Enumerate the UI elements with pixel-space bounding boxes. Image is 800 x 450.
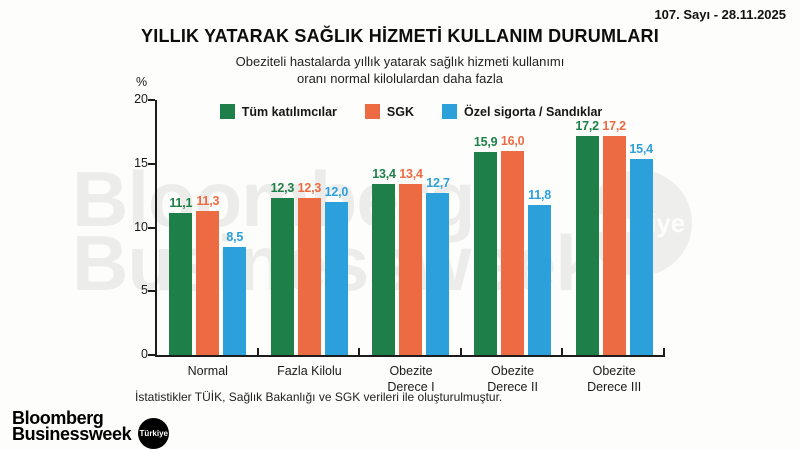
- legend-swatch-icon: [364, 104, 380, 119]
- issue-date: 107. Sayı - 28.11.2025: [654, 7, 786, 22]
- bar: 11,3: [196, 194, 219, 355]
- bar: 12,0: [325, 185, 348, 355]
- bar-group: 12,3 12,3 12,0 Fazla Kilolu: [259, 100, 361, 378]
- logo-wordmark: Bloomberg Businessweek: [12, 408, 132, 444]
- bar: 15,9: [474, 135, 498, 355]
- bar-value-label: 17,2: [602, 118, 626, 133]
- legend-swatch-icon: [442, 104, 458, 119]
- bar-value-label: 15,4: [629, 141, 653, 156]
- source-note: İstatistikler TÜİK, Sağlık Bakanlığı ve …: [135, 390, 503, 404]
- legend-swatch-icon: [219, 104, 235, 119]
- x-axis-category-label: Obezite Derece I: [387, 364, 435, 395]
- bar: 8,5: [223, 230, 247, 355]
- bar-value-label: 13,4: [399, 167, 423, 182]
- x-axis-category-label: Fazla Kilolu: [277, 364, 342, 378]
- chart-legend: Tüm katılımcılar SGK Özel sigorta / Sandık…: [157, 104, 665, 119]
- bar-chart-plot-area: Tüm katılımcılar SGK Özel sigorta / Sandık…: [134, 92, 665, 395]
- bar-value-label: 16,0: [500, 134, 525, 148]
- x-axis-tick-mark: [561, 348, 564, 355]
- x-axis-category-label: Obezite Derece II: [487, 364, 538, 395]
- bar: 16,0: [501, 134, 525, 355]
- y-axis-tick-mark: [148, 162, 155, 165]
- bar: 13,4: [372, 167, 396, 355]
- bar-value-label: 11,1: [169, 196, 193, 211]
- logo-turkiye-label: Türkiye: [139, 429, 169, 438]
- x-axis-tick-mark: [256, 348, 259, 355]
- bar-value-label: 15,9: [473, 135, 498, 150]
- chart-subtitle: Obeziteli hastalarda yıllık yatarak sağl…: [0, 53, 800, 87]
- y-axis-tick-label: 20: [134, 92, 148, 106]
- y-axis-tick-label: 0: [141, 347, 148, 361]
- y-axis-tick-label: 10: [134, 219, 148, 234]
- chart-subtitle-line2: oranı normal kilolulardan daha fazla: [297, 71, 503, 87]
- bar-value-label: 17,2: [575, 118, 599, 133]
- x-axis-tick-mark: [663, 348, 665, 355]
- bar: 12,7: [426, 176, 450, 355]
- chart-subtitle-line1: Obeziteli hastalarda yıllık yatarak sağl…: [235, 54, 565, 69]
- bar-group: 13,4 13,4 12,7 Obezite Derece I: [360, 100, 462, 394]
- bar-value-label: 12,3: [270, 181, 295, 196]
- y-axis-tick-mark: [148, 354, 155, 356]
- bar: 11,8: [528, 188, 551, 355]
- y-axis-tick-label: 15: [134, 155, 148, 170]
- bar: 13,4: [399, 167, 423, 355]
- bar-value-label: 11,3: [196, 193, 220, 208]
- y-axis-tick-label: 5: [141, 283, 148, 298]
- page-title: YILLIK YATARAK SAĞLIK HİZMETİ KULLANIM D…: [141, 26, 659, 46]
- x-axis-tick-mark: [459, 348, 462, 355]
- bar-value-label: 11,8: [528, 187, 551, 202]
- y-axis-tick-mark: [148, 99, 155, 101]
- bar-group: 11,1 11,3 8,5 Normal: [157, 100, 259, 378]
- bar-value-label: 8,5: [226, 229, 244, 244]
- bar: 15,4: [629, 142, 653, 355]
- logo-turkiye-badge: Türkiye: [138, 418, 170, 449]
- x-axis-category-label: Normal: [187, 364, 228, 378]
- bar-value-label: 12,0: [324, 185, 349, 199]
- x-axis-category-label: Obezite Derece III: [587, 364, 642, 395]
- y-axis-unit-label: %: [136, 75, 148, 89]
- logo-line2: Businessweek: [12, 423, 132, 444]
- bar: 11,1: [169, 196, 192, 355]
- bar: 12,3: [271, 181, 294, 355]
- legend-label: SGK: [386, 104, 415, 119]
- bar-groups: 11,1 11,3 8,5 Normal 12,3 12,3 12,0 Fazla Kilol…: [157, 100, 665, 395]
- bar-value-label: 12,7: [426, 176, 450, 191]
- legend-label: Özel sigorta / Sandıklar: [464, 104, 603, 119]
- logo-line1: Bloomberg: [12, 408, 104, 428]
- y-axis-tick-mark: [148, 290, 155, 293]
- legend-item: Tüm katılımcılar: [219, 104, 337, 119]
- bar-group: 15,9 16,0 11,8 Obezite Derece II: [462, 100, 564, 394]
- bar-group: 17,2 17,2 15,4 Obezite Derece III: [563, 100, 665, 395]
- legend-item: SGK: [364, 104, 415, 119]
- bloomberg-businessweek-logo: Bloomberg Businessweek Türkiye: [12, 408, 170, 449]
- bar-value-label: 12,3: [297, 181, 322, 196]
- x-axis-tick-mark: [358, 348, 361, 355]
- bar-value-label: 13,4: [372, 167, 396, 182]
- bar: 17,2: [575, 119, 599, 355]
- legend-label: Tüm katılımcılar: [241, 104, 337, 119]
- bar: 12,3: [298, 181, 321, 355]
- legend-item: Özel sigorta / Sandıklar: [442, 104, 602, 119]
- bar: 17,2: [602, 119, 626, 355]
- y-axis-tick-mark: [148, 226, 155, 229]
